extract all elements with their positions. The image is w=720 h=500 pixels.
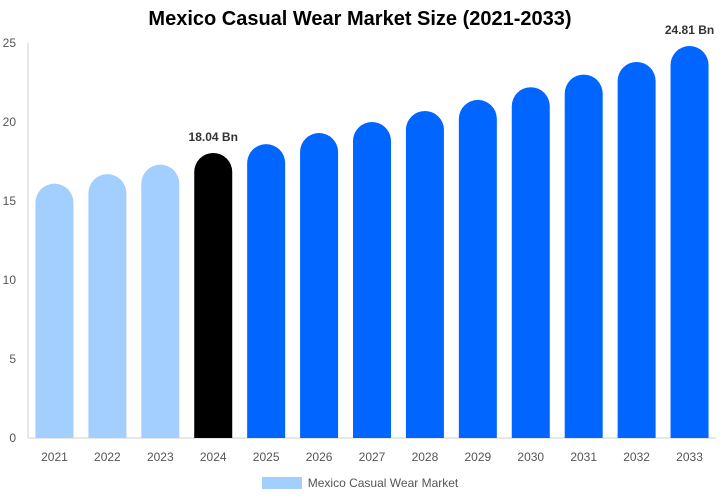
legend[interactable]: Mexico Casual Wear Market <box>0 476 720 490</box>
legend-swatch <box>261 477 302 489</box>
bar <box>670 46 709 438</box>
bar <box>300 133 339 438</box>
data-label: 18.04 Bn <box>189 130 238 144</box>
bar <box>88 174 127 438</box>
x-tick-label: 2023 <box>147 450 174 464</box>
bar <box>35 183 74 438</box>
x-tick-label: 2029 <box>464 450 491 464</box>
bar <box>194 152 233 438</box>
chart-title: Mexico Casual Wear Market Size (2021-203… <box>148 8 572 30</box>
bar <box>617 61 656 439</box>
y-tick-label: 5 <box>9 352 16 366</box>
x-tick-label: 2032 <box>623 450 650 464</box>
x-tick-label: 2024 <box>200 450 227 464</box>
bar <box>353 122 391 438</box>
y-tick-label: 20 <box>3 115 17 129</box>
y-tick-label: 0 <box>9 431 16 445</box>
x-tick-label: 2025 <box>253 450 280 464</box>
y-tick-label: 15 <box>3 194 17 208</box>
y-tick-label: 10 <box>3 273 17 287</box>
x-tick-label: 2028 <box>412 450 439 464</box>
bar <box>564 74 603 438</box>
bar <box>511 87 550 439</box>
bar <box>247 144 286 438</box>
x-tick-label: 2030 <box>517 450 544 464</box>
x-tick-label: 2031 <box>570 450 597 464</box>
bar <box>141 164 180 438</box>
data-label: 24.81 Bn <box>665 23 714 37</box>
y-tick-label: 25 <box>3 36 17 50</box>
x-tick-label: 2022 <box>94 450 121 464</box>
bar <box>458 99 497 438</box>
bar <box>405 110 444 439</box>
x-tick-label: 2033 <box>676 450 703 464</box>
x-tick-label: 2021 <box>41 450 68 464</box>
legend-label: Mexico Casual Wear Market <box>307 476 459 490</box>
x-tick-label: 2027 <box>359 450 386 464</box>
x-tick-label: 2026 <box>306 450 333 464</box>
